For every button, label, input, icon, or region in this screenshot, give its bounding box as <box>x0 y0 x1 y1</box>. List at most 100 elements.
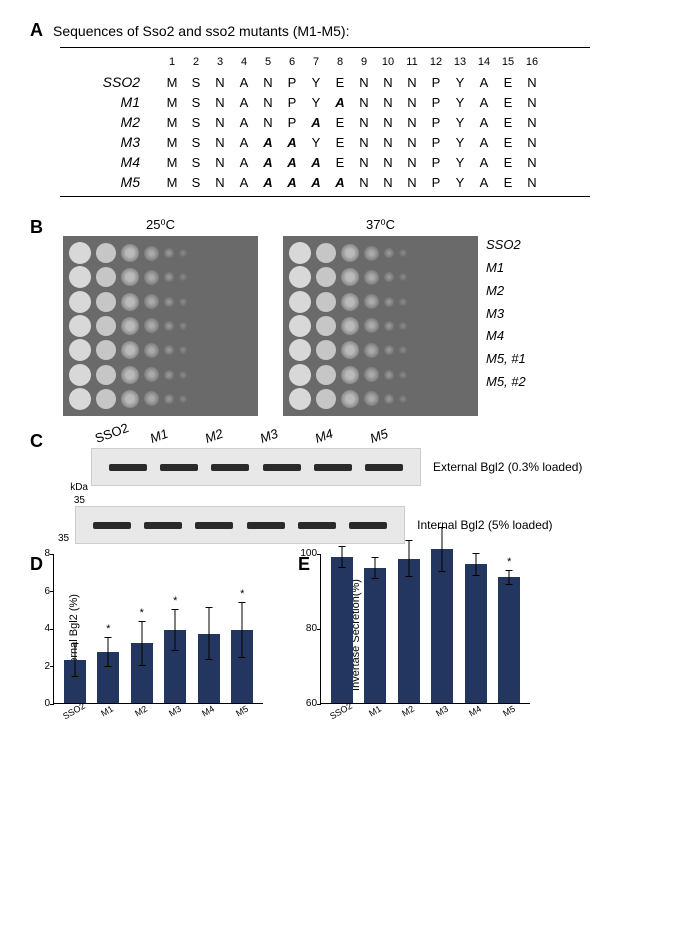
colony-spot <box>399 322 407 330</box>
sequence-residue: S <box>184 115 208 130</box>
colony-spot <box>164 370 174 380</box>
blot-lane-header: M1 <box>148 413 205 446</box>
colony-spot <box>364 367 379 382</box>
colony-spot <box>192 347 198 353</box>
colony-spot <box>192 274 198 280</box>
panel-b: B 25⁰C 37⁰C SSO2M1M2M3M4M5, #1M5, #2 <box>30 217 654 416</box>
colony-spot <box>164 394 174 404</box>
sequence-residue: N <box>400 135 424 150</box>
chart-bar <box>364 568 386 703</box>
colony-spot <box>164 272 174 282</box>
sequence-table: 12345678910111213141516 SSO2MSNANPYENNNP… <box>60 47 590 197</box>
colony-spot <box>316 292 336 312</box>
sequence-residue: A <box>328 95 352 110</box>
sequence-residue: Y <box>448 115 472 130</box>
colony-spot <box>289 364 311 386</box>
colony-spot <box>384 297 394 307</box>
sequence-residue: N <box>520 135 544 150</box>
colony-spot <box>316 365 336 385</box>
sequence-residue: P <box>424 95 448 110</box>
sequence-residue: N <box>376 95 400 110</box>
colony-spot <box>121 390 139 408</box>
sequence-position: 9 <box>352 56 376 68</box>
sequence-residue: N <box>400 175 424 190</box>
internal-bgl2-chart: Internal Bgl2 (%) ****02468 SSO2M1M2M3M4… <box>53 554 263 716</box>
sequence-residue: N <box>400 155 424 170</box>
colony-spot <box>341 293 359 311</box>
external-bgl2-blot <box>91 448 421 486</box>
plate-row-labels: SSO2M1M2M3M4M5, #1M5, #2 <box>486 217 526 397</box>
panel-d-e: D Internal Bgl2 (%) ****02468 SSO2M1M2M3… <box>30 554 654 716</box>
colony-spot <box>96 389 116 409</box>
chart-bar-wrap <box>329 557 355 703</box>
sequence-residue: E <box>328 115 352 130</box>
sequence-residue: S <box>184 95 208 110</box>
chart-error-bar <box>108 637 109 667</box>
colony-spot <box>316 316 336 336</box>
chart-ytick: 80 <box>299 623 317 634</box>
sequence-row-name: M5 <box>60 174 160 190</box>
plate-37c <box>283 236 478 416</box>
colony-spot <box>289 315 311 337</box>
sequence-residue: A <box>256 135 280 150</box>
chart-ytick: 2 <box>32 661 50 672</box>
colony-spot <box>289 388 311 410</box>
colony-spot <box>69 339 91 361</box>
western-blot-band <box>109 464 147 471</box>
sequence-residue: N <box>352 155 376 170</box>
sequence-residue: N <box>520 155 544 170</box>
chart-error-bar <box>341 546 342 569</box>
sequence-residue: N <box>352 115 376 130</box>
colony-spot <box>192 299 198 305</box>
colony-spot <box>399 395 407 403</box>
colony-spot <box>96 243 116 263</box>
sequence-position: 12 <box>424 56 448 68</box>
sequence-residue: E <box>496 75 520 90</box>
colony-spot <box>144 246 159 261</box>
colony-spot <box>192 323 198 329</box>
colony-spot <box>364 294 379 309</box>
sequence-position: 4 <box>232 56 256 68</box>
colony-spot <box>69 242 91 264</box>
plate-row <box>69 315 252 337</box>
chart-bar <box>198 634 220 703</box>
internal-bgl2-blot <box>75 506 405 544</box>
chart-bar: * <box>231 630 253 703</box>
chart-bar: * <box>131 643 153 703</box>
colony-spot <box>289 339 311 361</box>
colony-spot <box>96 292 116 312</box>
sequence-residue: Y <box>304 135 328 150</box>
chart-ytick: 100 <box>299 548 317 559</box>
sequence-row-name: M4 <box>60 154 160 170</box>
sequence-residue: N <box>208 115 232 130</box>
colony-spot <box>69 266 91 288</box>
colony-spot <box>399 371 407 379</box>
western-blot-band <box>195 522 233 529</box>
sequence-row-name: M3 <box>60 134 160 150</box>
chart-error-bar <box>175 609 176 650</box>
colony-spot <box>412 299 418 305</box>
plate-row <box>69 339 252 361</box>
chart-ytick: 6 <box>32 586 50 597</box>
panel-a: A Sequences of Sso2 and sso2 mutants (M1… <box>30 20 654 197</box>
colony-spot <box>164 297 174 307</box>
sequence-residue: A <box>232 155 256 170</box>
sequence-residue: E <box>496 175 520 190</box>
sequence-residue: M <box>160 115 184 130</box>
sequence-residue: N <box>376 175 400 190</box>
significance-marker: * <box>240 588 244 600</box>
sequence-residue: A <box>280 135 304 150</box>
growth-plates: 25⁰C 37⁰C <box>63 217 478 416</box>
sequence-residue: A <box>472 155 496 170</box>
western-blot-band <box>298 522 336 529</box>
chart-bar-wrap <box>396 559 422 703</box>
sequence-residue: N <box>352 75 376 90</box>
plate-25c <box>63 236 258 416</box>
colony-spot <box>341 268 359 286</box>
colony-spot <box>144 343 159 358</box>
colony-spot <box>179 249 187 257</box>
sequence-residue: N <box>256 95 280 110</box>
sequence-residue: N <box>376 135 400 150</box>
colony-spot <box>121 341 139 359</box>
sequence-residue: M <box>160 75 184 90</box>
